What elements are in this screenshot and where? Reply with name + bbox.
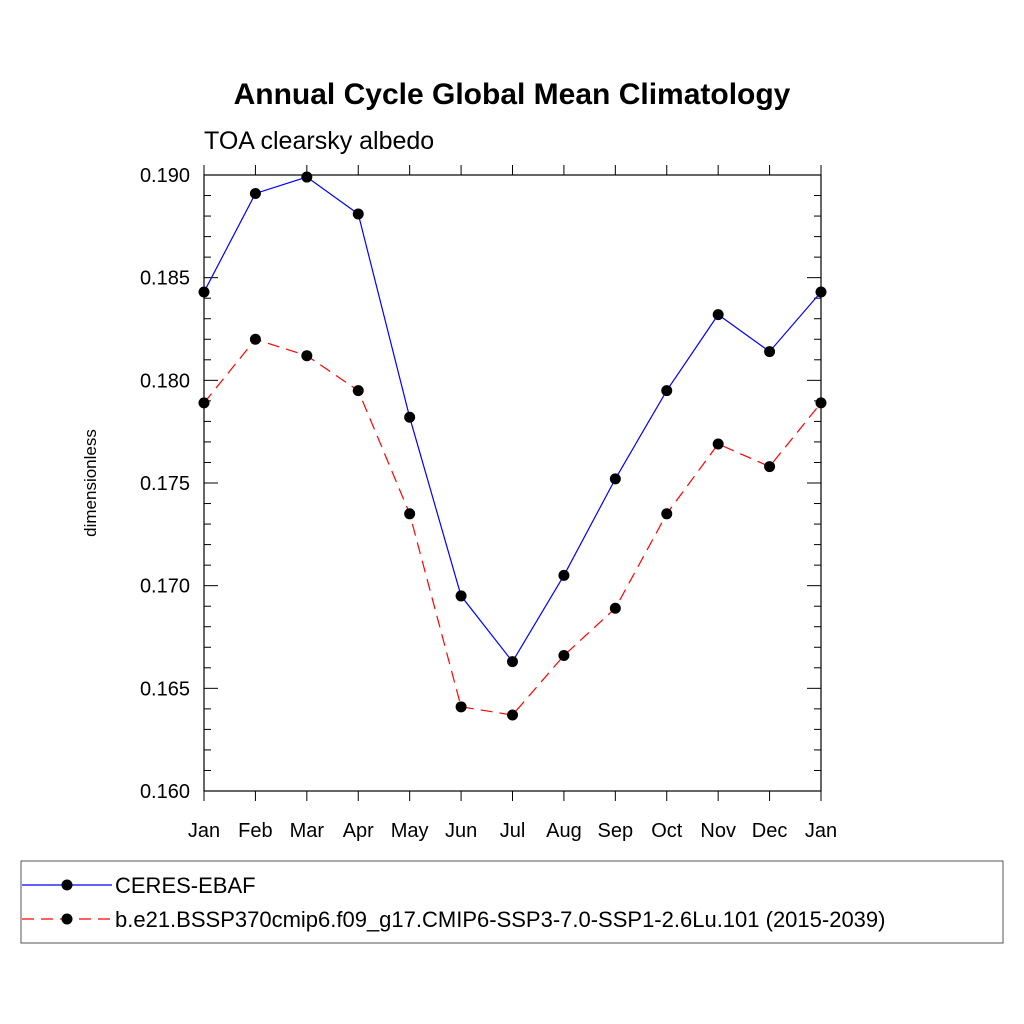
x-tick-label: Feb bbox=[238, 820, 272, 842]
data-point bbox=[764, 346, 776, 358]
data-point bbox=[455, 701, 467, 713]
legend-item: CERES-EBAF bbox=[22, 873, 256, 898]
chart-title: Annual Cycle Global Mean Climatology bbox=[234, 78, 791, 111]
y-tick-label: 0.190 bbox=[140, 165, 190, 187]
data-point bbox=[352, 208, 364, 220]
data-point bbox=[249, 333, 261, 345]
data-point bbox=[507, 709, 518, 721]
series-1 bbox=[198, 171, 827, 668]
legend-marker bbox=[61, 879, 73, 891]
y-tick-label: 0.170 bbox=[140, 576, 190, 598]
legend-label: b.e21.BSSP370cmip6.f09_g17.CMIP6-SSP3-7.… bbox=[115, 907, 885, 932]
data-point bbox=[558, 649, 570, 661]
data-point bbox=[352, 385, 364, 397]
data-point bbox=[301, 171, 313, 183]
y-tick-labels: 0.160 0.165 0.170 0.175 0.180 0.185 0.190 bbox=[140, 165, 190, 803]
legend-box bbox=[20, 860, 1004, 944]
data-point bbox=[764, 461, 776, 473]
y-tick-label: 0.180 bbox=[140, 370, 190, 392]
legend: CERES-EBAF b.e21.BSSP370cmip6.f09_g17.CMI… bbox=[20, 860, 1004, 944]
data-point bbox=[712, 438, 724, 450]
data-point bbox=[661, 385, 673, 397]
y-tick-label: 0.160 bbox=[140, 781, 190, 803]
x-tick-label: Jan bbox=[805, 820, 837, 842]
y-tick-label: 0.165 bbox=[140, 678, 190, 700]
data-point bbox=[712, 309, 724, 321]
y-axis-label: dimensionless bbox=[81, 429, 100, 537]
chart-subtitle: TOA clearsky albedo bbox=[204, 127, 434, 155]
x-tick-label: Jun bbox=[445, 820, 477, 842]
data-point bbox=[404, 411, 416, 423]
x-tick-labels: Jan Feb Mar Apr May Jun Jul Aug Sep Oct Nov Dec Jan bbox=[188, 820, 837, 842]
data-point bbox=[558, 569, 570, 581]
legend-marker bbox=[61, 913, 73, 925]
series-line bbox=[203, 176, 822, 663]
plot-frame bbox=[203, 174, 822, 792]
x-tick-label: Oct bbox=[651, 820, 683, 842]
data-point bbox=[609, 602, 621, 614]
legend-label: CERES-EBAF bbox=[115, 873, 256, 898]
legend-item: b.e21.BSSP370cmip6.f09_g17.CMIP6-SSP3-7.… bbox=[22, 907, 885, 932]
data-point bbox=[301, 350, 313, 362]
y-tick-label: 0.185 bbox=[140, 268, 190, 290]
x-tick-label: Jul bbox=[500, 820, 526, 842]
x-tick-label: Mar bbox=[290, 820, 325, 842]
x-tick-label: Jan bbox=[188, 820, 220, 842]
x-tick-label: Aug bbox=[546, 820, 582, 842]
x-tick-label: May bbox=[391, 820, 429, 842]
data-point bbox=[609, 473, 621, 485]
x-tick-label: Apr bbox=[343, 820, 374, 842]
x-tick-label: Dec bbox=[752, 820, 788, 842]
y-tick-label: 0.175 bbox=[140, 473, 190, 495]
data-point bbox=[404, 508, 416, 520]
x-tick-label: Nov bbox=[700, 820, 736, 842]
data-series bbox=[198, 171, 827, 721]
data-point bbox=[507, 656, 518, 668]
axis-ticks bbox=[203, 165, 822, 801]
data-point bbox=[661, 508, 673, 520]
data-point bbox=[249, 187, 261, 199]
x-tick-label: Sep bbox=[598, 820, 634, 842]
data-point bbox=[455, 590, 467, 602]
